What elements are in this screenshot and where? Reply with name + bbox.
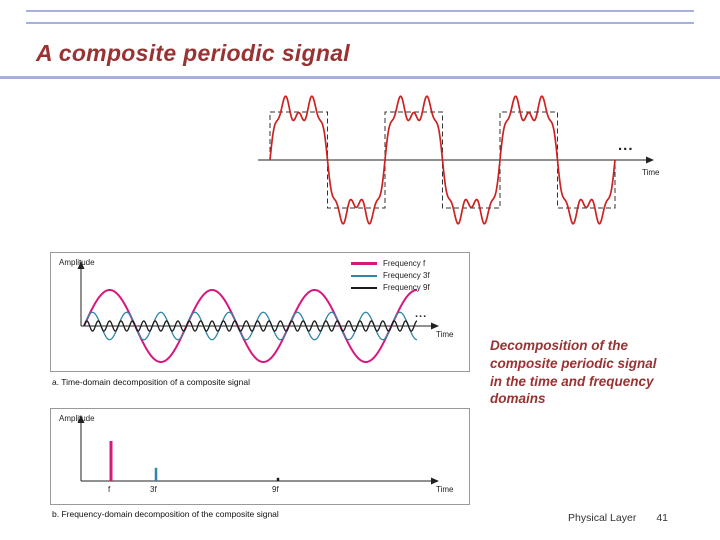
legend-item-f: Frequency f [351, 259, 430, 268]
legend-label-3f: Frequency 3f [383, 271, 430, 280]
time-axis-label: Time [642, 168, 660, 177]
slide-title: A composite periodic signal [36, 40, 350, 66]
legend-swatch-f [351, 262, 377, 265]
legend-swatch-9f [351, 286, 377, 289]
time-axis-label: Time [436, 485, 454, 494]
divider-line-title [0, 76, 720, 79]
divider-line-top-2 [26, 22, 694, 24]
amplitude-axis-label: Amplitude [59, 414, 95, 423]
page-number: 41 [656, 512, 668, 524]
composite-signal-plot [258, 95, 654, 225]
legend: Frequency f Frequency 3f Frequency 9f [351, 259, 430, 292]
time-axis-label: Time [436, 330, 454, 339]
continuation-ellipsis: ... [618, 137, 634, 154]
note-text: Decomposition of the composite periodic … [490, 338, 657, 407]
legend-label-f: Frequency f [383, 259, 426, 268]
caption-a: a. Time-domain decomposition of a compos… [52, 377, 250, 387]
time-domain-plot [77, 261, 439, 363]
frequency-domain-plot [77, 415, 439, 485]
tick-label-9f: 9f [272, 485, 279, 494]
caption-b: b. Frequency-domain decomposition of the… [52, 509, 279, 519]
legend-item-3f: Frequency 3f [351, 271, 430, 280]
composite-signal-figure: ... Time [250, 85, 680, 240]
footer-label: Physical Layer [568, 512, 637, 524]
tick-label-f: f [108, 485, 111, 494]
frequency-domain-figure: Amplitude f 3f 9f Time [50, 408, 470, 505]
tick-label-3f: 3f [150, 485, 157, 494]
amplitude-axis-label: Amplitude [59, 258, 95, 267]
legend-item-9f: Frequency 9f [351, 283, 430, 292]
legend-swatch-3f [351, 274, 377, 277]
time-domain-figure: Amplitude Frequency f Frequency 3f Frequ… [50, 252, 470, 372]
divider-line-top-1 [26, 10, 694, 12]
continuation-ellipsis: ... [415, 308, 428, 320]
legend-label-9f: Frequency 9f [383, 283, 430, 292]
footer: Physical Layer 41 [0, 512, 668, 524]
